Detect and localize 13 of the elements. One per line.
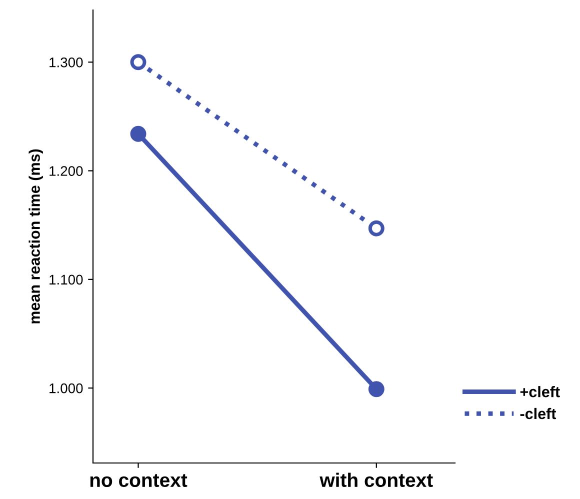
y-axis-title: mean reaction time (ms) xyxy=(28,149,43,324)
point xyxy=(368,381,384,398)
x-tick-label: no context xyxy=(90,474,188,488)
legend-label: -cleft xyxy=(520,408,556,420)
x-tick-label: with context xyxy=(320,472,433,488)
y-tick-label: 1.300 xyxy=(50,57,83,68)
y-tick-label: 1.200 xyxy=(50,166,83,176)
point xyxy=(130,54,146,70)
y-tick-label: 1.000 xyxy=(50,383,83,394)
y-tick-label: 1.100 xyxy=(50,274,83,285)
legend-label: +cleft xyxy=(520,386,560,398)
point xyxy=(130,126,146,142)
point xyxy=(368,220,384,236)
